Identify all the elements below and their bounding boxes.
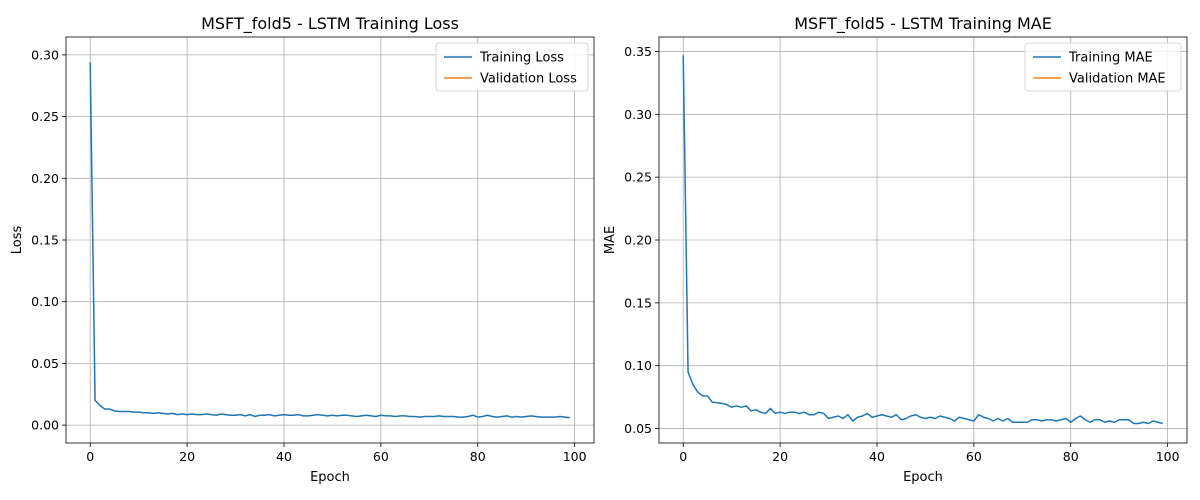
y-tick-label: 0.05 [624,421,652,436]
x-tick-label: 80 [1063,449,1079,464]
legend: Training Loss Validation Loss [435,42,589,92]
x-axis-label: Epoch [310,470,350,485]
y-axis-label: MAE [603,226,618,254]
x-tick-label: 80 [470,449,486,464]
series-line-training-mae [682,55,1163,425]
x-tick-label: 40 [869,449,885,464]
series-line-training-loss [89,62,570,419]
legend: Training MAE Validation MAE [1024,42,1182,92]
x-tick-label: 60 [373,449,389,464]
x-tick-label: 40 [276,449,292,464]
chart-panel-2: 0 20 40 60 80 100 0.05 0.10 0.15 0.20 0.25 0.30 0.35… [603,14,1188,485]
chart-panel-1: 0 20 40 60 80 100 0.00 0.05 0.10 0.15 0.20 0.25 0.30… [10,14,595,485]
y-tick-label: 0.15 [31,233,59,248]
legend-label: Training MAE [1068,51,1153,66]
y-tick-label: 0.30 [31,47,59,62]
y-tick-label: 0.25 [31,109,59,124]
y-tick-label: 0.00 [31,418,59,433]
x-tick-label: 0 [86,449,94,464]
y-tick-label: 0.25 [624,170,652,185]
legend-label: Validation Loss [480,72,577,87]
y-tick-label: 0.05 [31,356,59,371]
x-axis-label: Epoch [903,470,943,485]
chart-title: MSFT_fold5 - LSTM Training MAE [794,14,1052,34]
legend-label: Training Loss [479,51,564,66]
x-tick-label: 100 [563,449,587,464]
y-tick-label: 0.20 [31,171,59,186]
y-tick-label: 0.30 [624,107,652,122]
y-tick-label: 0.15 [624,295,652,310]
chart-title: MSFT_fold5 - LSTM Training Loss [201,14,459,34]
legend-box [435,42,589,92]
y-tick-label: 0.20 [624,233,652,248]
y-tick-label: 0.35 [624,44,652,59]
y-axis-label: Loss [10,226,25,255]
y-tick-label: 0.10 [31,294,59,309]
y-tick-label: 0.10 [624,358,652,373]
legend-box [1024,42,1182,92]
legend-label: Validation MAE [1069,72,1166,87]
x-tick-label: 20 [772,449,788,464]
x-tick-label: 100 [1156,449,1180,464]
x-tick-label: 60 [966,449,982,464]
x-tick-label: 20 [179,449,195,464]
x-tick-label: 0 [679,449,687,464]
